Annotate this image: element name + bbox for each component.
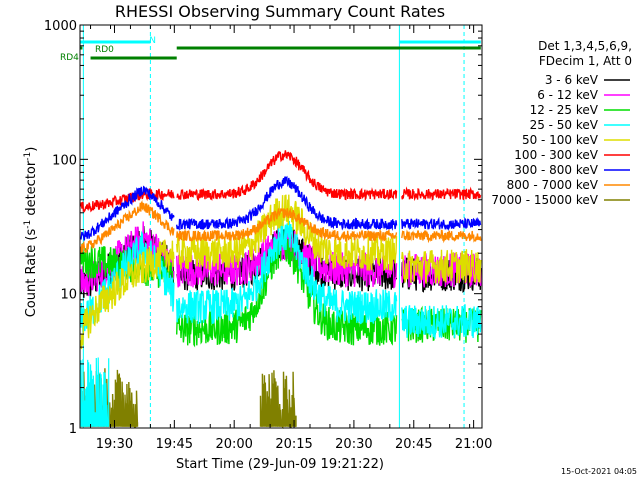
legend-label-8: 800 - 7000 keV bbox=[507, 178, 599, 192]
legend-label-4: 25 - 50 keV bbox=[530, 118, 599, 132]
generation-timestamp: 15-Oct-2021 04:05 bbox=[561, 467, 637, 476]
x-tick-label-2: 20:00 bbox=[215, 437, 252, 452]
series-line-7-seg2 bbox=[176, 175, 398, 232]
series-line-7-seg3 bbox=[401, 216, 482, 231]
series-line-5-seg2 bbox=[176, 194, 398, 272]
axes: 1 10 100 1000 19:30 19:45 20:00 20:15 20:30 20:45… bbox=[44, 19, 492, 452]
y-tick-label-2: 100 bbox=[52, 153, 77, 168]
legend-label-9: 7000 - 15000 keV bbox=[491, 193, 598, 207]
flag-n-label: N bbox=[149, 36, 156, 46]
flag-rd4-label: RD4 bbox=[60, 53, 79, 63]
x-tick-label-5: 20:45 bbox=[395, 437, 432, 452]
x-tick-label-0: 19:30 bbox=[96, 437, 133, 452]
legend-label-5: 50 - 100 keV bbox=[522, 133, 599, 147]
series-line-8-seg3 bbox=[401, 229, 482, 244]
chart-title: RHESSI Observing Summary Count Rates bbox=[115, 2, 445, 21]
legend-label-2: 6 - 12 keV bbox=[537, 88, 599, 102]
x-tick-label-4: 20:30 bbox=[335, 437, 372, 452]
y-tick-label-1: 10 bbox=[60, 288, 77, 303]
series-line-5-seg1 bbox=[80, 239, 175, 350]
x-tick-label-6: 21:00 bbox=[455, 437, 492, 452]
flag-rd0-label: RD0 bbox=[95, 45, 114, 55]
series-line-6-seg3 bbox=[401, 186, 482, 202]
y-axis-label: Count Rate (s-1 detector-1) bbox=[23, 147, 39, 318]
series-line-7-seg1 bbox=[80, 185, 175, 241]
x-tick-label-3: 20:15 bbox=[275, 437, 312, 452]
series-line-4-seg2 bbox=[176, 219, 398, 325]
legend-header-2: FDecim 1, Att 0 bbox=[539, 54, 632, 68]
legend-label-7: 300 - 800 keV bbox=[514, 163, 598, 177]
plot-area: N RD0 RD4 bbox=[60, 25, 482, 430]
legend-label-1: 3 - 6 keV bbox=[545, 73, 599, 87]
legend-label-3: 12 - 25 keV bbox=[530, 103, 599, 117]
series-line-6-seg1 bbox=[80, 187, 175, 213]
legend-label-6: 100 - 300 keV bbox=[514, 148, 598, 162]
series-line-4-seg3 bbox=[401, 304, 482, 339]
legend-header-1: Det 1,3,4,5,6,9, bbox=[538, 39, 632, 53]
series-line-8-seg1 bbox=[80, 199, 175, 254]
series-line-5-seg3 bbox=[401, 249, 482, 284]
y-tick-label-3: 1000 bbox=[44, 19, 77, 34]
series-line-4-low-noise bbox=[80, 357, 110, 428]
series-line-8-seg2 bbox=[176, 207, 398, 242]
series-line-6-seg2 bbox=[176, 150, 398, 202]
plot-frame bbox=[79, 24, 483, 429]
x-axis-label: Start Time (29-Jun-09 19:21:22) bbox=[176, 457, 384, 472]
legend: Det 1,3,4,5,6,9,FDecim 1, Att 0 3 - 6 keV… bbox=[491, 39, 632, 207]
y-tick-label-0: 1 bbox=[69, 422, 77, 437]
x-tick-label-1: 19:45 bbox=[156, 437, 193, 452]
